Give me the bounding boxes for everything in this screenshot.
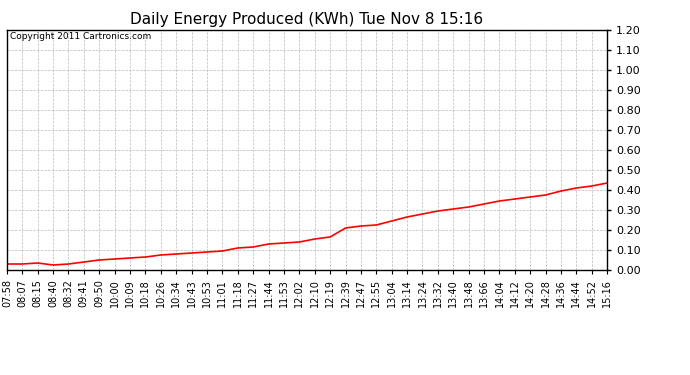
Title: Daily Energy Produced (KWh) Tue Nov 8 15:16: Daily Energy Produced (KWh) Tue Nov 8 15… bbox=[130, 12, 484, 27]
Text: Copyright 2011 Cartronics.com: Copyright 2011 Cartronics.com bbox=[10, 32, 151, 41]
